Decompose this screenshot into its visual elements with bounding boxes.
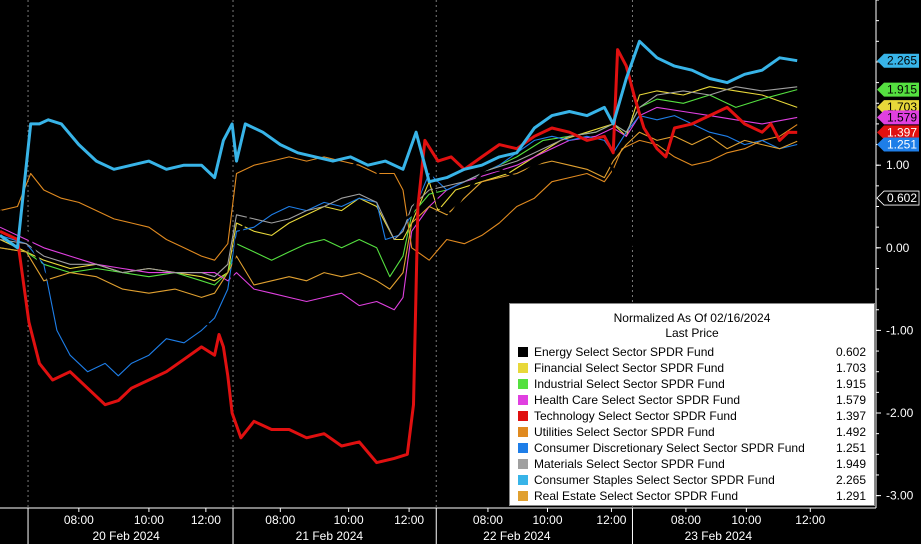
legend-entry: Real Estate Select Sector SPDR Fund 1.291 — [510, 488, 874, 504]
series-line — [0, 86, 798, 278]
legend-series-name: Utilities Select Sector SPDR Fund — [534, 425, 715, 439]
last-price-tag: 1.915 — [877, 83, 919, 97]
legend-series-value: 1.251 — [835, 441, 866, 455]
tag-value: 2.265 — [887, 54, 917, 68]
legend-series-value: 1.915 — [835, 377, 866, 391]
x-tick-label: 10:00 — [532, 513, 562, 527]
legend-series-name: Health Care Select Sector SPDR Fund — [534, 393, 741, 407]
series-line — [0, 106, 798, 311]
legend-swatch — [518, 411, 528, 421]
series-line — [0, 48, 798, 465]
legend-series-name: Real Estate Select Sector SPDR Fund — [534, 489, 739, 503]
legend-series-name: Consumer Staples Select Sector SPDR Fund — [534, 473, 775, 487]
last-price-tag: 1.579 — [877, 110, 919, 124]
x-tick-label: 08:00 — [671, 513, 701, 527]
tag-background — [876, 190, 920, 206]
legend-entry: Financial Select Sector SPDR Fund 1.703 — [510, 360, 874, 376]
legend-series-name: Consumer Discretionary Select Sector SPD… — [534, 441, 805, 455]
tag-value: 1.397 — [887, 125, 917, 139]
legend-series-value: 1.397 — [835, 409, 866, 423]
series-line — [0, 115, 798, 377]
tag-value: 0.602 — [887, 191, 917, 205]
x-tick-label: 10:00 — [134, 513, 164, 527]
x-tick-label: 12:00 — [191, 513, 221, 527]
x-tick-label: 08:00 — [265, 513, 295, 527]
legend-swatch — [518, 491, 528, 501]
series-lines — [0, 39, 798, 465]
x-tick-label: 10:00 — [731, 513, 761, 527]
legend-series-value: 1.492 — [835, 425, 866, 439]
legend-entries: Energy Select Sector SPDR Fund 0.602 Finan… — [510, 344, 874, 504]
series-line — [0, 89, 798, 286]
last-price-tag: 1.251 — [877, 137, 919, 152]
last-price-tag: 1.397 — [877, 125, 919, 140]
legend-subtitle: Last Price — [665, 326, 719, 340]
tag-background — [877, 137, 919, 152]
series-line — [0, 131, 798, 298]
legend-series-value: 1.949 — [835, 457, 866, 471]
legend-series-name: Industrial Select Sector SPDR Fund — [534, 377, 725, 391]
legend-swatch — [518, 427, 528, 437]
legend-swatch — [518, 459, 528, 469]
legend-swatch — [518, 395, 528, 405]
legend-swatch — [518, 443, 528, 453]
tag-background — [877, 82, 919, 97]
date-label: 22 Feb 2024 — [483, 529, 551, 543]
y-tick-label: 0.00 — [886, 241, 910, 255]
legend: Normalized As Of 02/16/2024 Last Price E… — [509, 303, 875, 506]
x-tick-label: 10:00 — [334, 513, 364, 527]
legend-entry: Industrial Select Sector SPDR Fund 1.915 — [510, 376, 874, 392]
legend-series-name: Financial Select Sector SPDR Fund — [534, 361, 725, 375]
y-tick-label: -2.00 — [886, 406, 914, 420]
series-line — [0, 155, 798, 328]
legend-series-name: Technology Select Sector SPDR Fund — [534, 409, 737, 423]
y-tick-label: -1.00 — [886, 323, 914, 337]
last-price-tag: 2.265 — [877, 54, 919, 68]
legend-swatch — [518, 379, 528, 389]
date-label: 23 Feb 2024 — [685, 529, 753, 543]
legend-entry: Utilities Select Sector SPDR Fund 1.492 — [510, 424, 874, 440]
legend-entry: Consumer Staples Select Sector SPDR Fund… — [510, 472, 874, 488]
legend-series-name: Energy Select Sector SPDR Fund — [534, 345, 715, 359]
series-line — [0, 39, 798, 250]
legend-series-value: 1.703 — [835, 361, 866, 375]
y-axis: 1.00 0.00 -1.00 -2.00 -3.00 — [875, 0, 914, 508]
tag-value: 1.579 — [887, 110, 917, 124]
x-tick-label: 12:00 — [394, 513, 424, 527]
date-label: 21 Feb 2024 — [296, 529, 364, 543]
tag-value: 1.251 — [887, 138, 917, 152]
x-axis: 08:00 10:00 12:00 08:00 10:00 12:00 08:00 10:00… — [0, 507, 876, 544]
y-tick-label: -3.00 — [886, 489, 914, 503]
legend-swatch — [518, 475, 528, 485]
legend-entry: Technology Select Sector SPDR Fund 1.397 — [510, 408, 874, 424]
x-tick-label: 08:00 — [473, 513, 503, 527]
legend-series-value: 1.579 — [835, 393, 866, 407]
legend-swatch — [518, 363, 528, 373]
legend-entry: Consumer Discretionary Select Sector SPD… — [510, 440, 874, 456]
y-tick-label: 1.00 — [886, 158, 910, 172]
legend-series-value: 0.602 — [835, 345, 866, 359]
tag-background — [877, 110, 919, 125]
legend-series-name: Materials Select Sector SPDR Fund — [534, 457, 725, 471]
x-tick-label: 12:00 — [795, 513, 825, 527]
series-line — [0, 86, 798, 282]
legend-title: Normalized As Of 02/16/2024 — [613, 311, 771, 325]
legend-entry: Materials Select Sector SPDR Fund 1.949 — [510, 456, 874, 472]
tag-background — [877, 53, 919, 68]
legend-series-value: 1.291 — [835, 489, 866, 503]
x-tick-label: 12:00 — [596, 513, 626, 527]
legend-swatch — [518, 347, 528, 357]
x-tick-label: 08:00 — [64, 513, 94, 527]
tag-background — [877, 125, 919, 140]
legend-entry: Energy Select Sector SPDR Fund 0.602 — [510, 344, 874, 360]
date-label: 20 Feb 2024 — [92, 529, 160, 543]
last-price-tag: 0.602 — [876, 190, 920, 206]
legend-entry: Health Care Select Sector SPDR Fund 1.579 — [510, 392, 874, 408]
legend-series-value: 2.265 — [835, 473, 866, 487]
tag-value: 1.915 — [887, 83, 917, 97]
